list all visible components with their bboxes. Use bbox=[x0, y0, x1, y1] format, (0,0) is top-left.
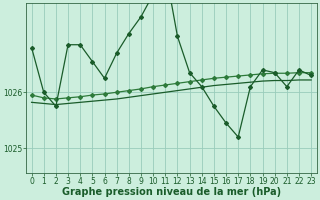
X-axis label: Graphe pression niveau de la mer (hPa): Graphe pression niveau de la mer (hPa) bbox=[62, 187, 281, 197]
